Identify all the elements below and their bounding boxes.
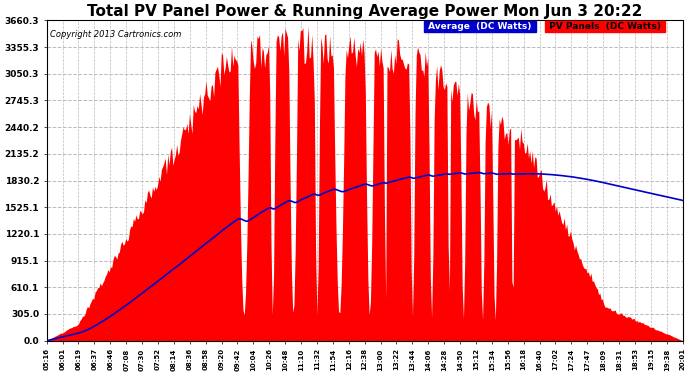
Title: Total PV Panel Power & Running Average Power Mon Jun 3 20:22: Total PV Panel Power & Running Average P… [87,4,642,19]
Text: Average  (DC Watts): Average (DC Watts) [425,22,535,31]
Text: PV Panels  (DC Watts): PV Panels (DC Watts) [546,22,664,31]
Text: Copyright 2013 Cartronics.com: Copyright 2013 Cartronics.com [50,30,181,39]
